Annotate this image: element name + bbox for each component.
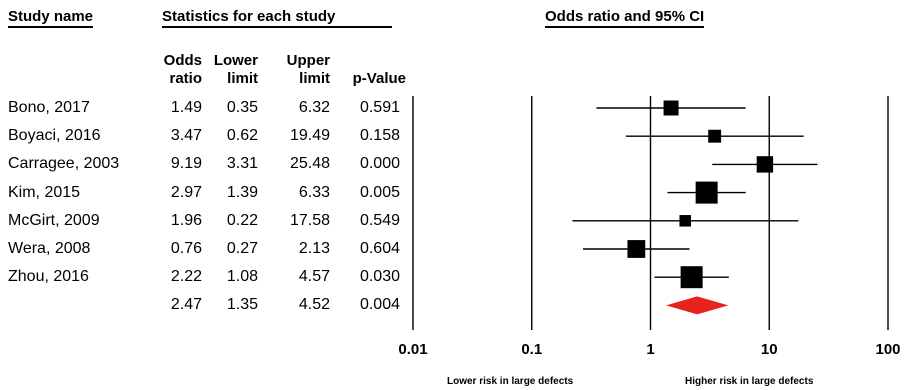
row-p-value: 0.158	[359, 127, 400, 145]
row-p-value: 0.000	[359, 155, 400, 173]
col-odds-top: Odds	[163, 52, 202, 69]
x-tick-label: 0.1	[521, 341, 543, 358]
col-upper-top: Upper	[286, 52, 330, 69]
row-odds-ratio: 2.97	[170, 183, 202, 201]
row-upper-limit: 25.48	[289, 155, 330, 173]
study-marker	[756, 156, 774, 173]
row-p-value: 0.549	[359, 211, 400, 229]
row-odds-ratio: 2.22	[170, 268, 202, 286]
row-p-value: 0.604	[359, 240, 400, 257]
row-study-name: McGirt, 2009	[8, 211, 100, 229]
row-lower-limit: 0.35	[226, 99, 258, 116]
col-upper-bottom: limit	[299, 70, 330, 87]
row-upper-limit: 6.33	[298, 183, 330, 201]
row-upper-limit: 4.57	[298, 268, 330, 286]
study-marker	[708, 129, 722, 143]
row-odds-ratio: 1.49	[170, 99, 202, 116]
row-lower-limit: 1.08	[226, 268, 258, 286]
row-lower-limit: 0.62	[226, 127, 258, 145]
row-study-name: Boyaci, 2016	[8, 127, 101, 145]
summary-diamond	[665, 296, 729, 315]
row-p-value: 0.591	[359, 99, 400, 116]
row-upper-limit: 17.58	[289, 211, 330, 229]
row-lower-limit: 0.22	[226, 211, 258, 229]
col-lower-bottom: limit	[227, 70, 258, 87]
row-upper-limit: 19.49	[289, 127, 330, 145]
row-odds-ratio: 9.19	[170, 155, 202, 173]
summary-p-value: 0.004	[359, 296, 400, 314]
header-statistics: Statistics for each study	[162, 8, 392, 28]
summary-upper-limit: 4.52	[298, 296, 330, 314]
x-tick-label: 100	[875, 341, 901, 358]
col-p-value: p-Value	[352, 70, 406, 87]
row-p-value: 0.005	[359, 183, 400, 201]
study-marker	[627, 240, 646, 258]
header-study-name: Study name	[8, 8, 94, 28]
row-odds-ratio: 0.76	[170, 240, 202, 257]
row-odds-ratio: 1.96	[170, 211, 202, 229]
row-upper-limit: 6.32	[298, 99, 330, 116]
row-study-name: Zhou, 2016	[8, 268, 89, 286]
row-study-name: Kim, 2015	[8, 183, 81, 201]
header-odds-ratio-ci: Odds ratio and 95% CI	[545, 8, 705, 28]
row-lower-limit: 1.39	[226, 183, 258, 201]
x-tick-label: 1	[646, 341, 655, 358]
footer-higher-risk: Higher risk in large defects	[685, 376, 814, 387]
study-marker	[680, 266, 703, 289]
summary-lower-limit: 1.35	[226, 296, 258, 314]
row-upper-limit: 2.13	[298, 240, 330, 257]
row-odds-ratio: 3.47	[170, 127, 202, 145]
row-study-name: Bono, 2017	[8, 99, 90, 116]
summary-odds-ratio: 2.47	[170, 296, 202, 314]
study-marker	[695, 181, 718, 204]
row-p-value: 0.030	[359, 268, 400, 286]
footer-lower-risk: Lower risk in large defects	[447, 376, 574, 387]
col-lower-top: Lower	[213, 52, 258, 69]
col-odds-bottom: ratio	[169, 70, 202, 87]
row-lower-limit: 0.27	[226, 240, 258, 257]
x-tick-label: 10	[760, 341, 778, 358]
study-marker	[679, 215, 691, 227]
row-lower-limit: 3.31	[226, 155, 258, 173]
x-tick-label: 0.01	[398, 341, 428, 358]
study-marker	[663, 100, 679, 116]
row-study-name: Carragee, 2003	[8, 155, 120, 173]
row-study-name: Wera, 2008	[8, 240, 91, 257]
